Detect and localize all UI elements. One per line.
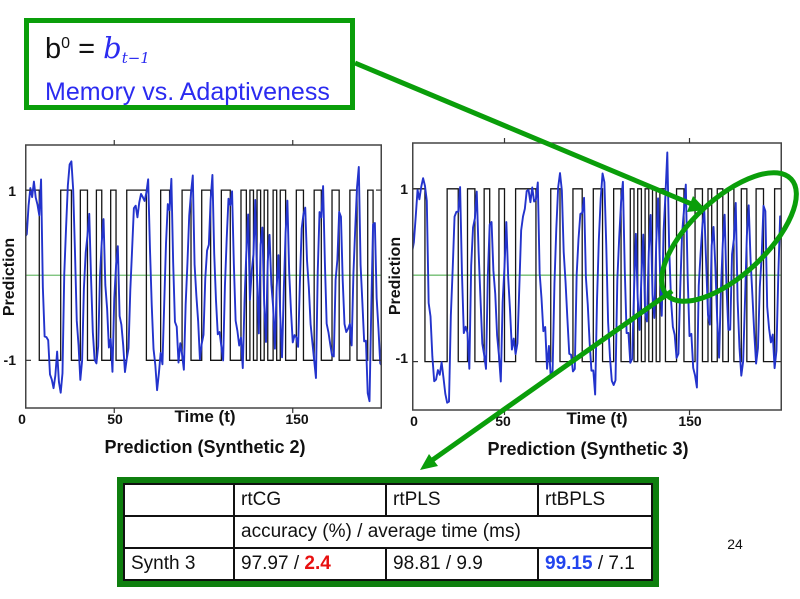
- cell-rtcg-accuracy: 97.97 /: [241, 553, 305, 574]
- formula-b: b: [45, 33, 62, 65]
- synth2-ytick-neg1: -1: [3, 352, 16, 368]
- cell-rtbpls: 99.15 / 7.1: [537, 547, 653, 581]
- cell-rtbpls-time: / 7.1: [592, 553, 635, 574]
- formula-box: b0 = bt−1 Memory vs. Adaptiveness: [24, 18, 355, 110]
- synth2-caption: Prediction (Synthetic 2): [104, 437, 306, 457]
- synth3-xlabel: Time (t): [566, 409, 628, 428]
- synth3-xtick-50: 50: [495, 413, 511, 429]
- synth2-ylabel: Prediction: [1, 237, 18, 317]
- table-header-row: rtCG rtPLS rtBPLS: [123, 483, 653, 517]
- subheader-cell-empty: [123, 515, 235, 549]
- cell-rtcg: 97.97 / 2.4: [233, 547, 387, 581]
- page-number: 24: [727, 536, 743, 552]
- synth3-xtick-150: 150: [678, 413, 702, 429]
- cell-rtbpls-accuracy-highlight: 99.15: [545, 553, 593, 574]
- synth2-xlabel: Time (t): [174, 407, 236, 426]
- cell-rtpls-values: 98.81 / 9.9: [393, 553, 483, 574]
- header-cell-rtbpls: rtBPLS: [537, 483, 653, 517]
- synth3-ylabel: Prediction: [387, 236, 404, 316]
- cell-rtcg-time-highlight: 2.4: [304, 553, 331, 574]
- synth2-ytick-1: 1: [8, 183, 16, 199]
- synth3-ytick-neg1: -1: [395, 350, 408, 366]
- synth2-plot: [25, 140, 382, 413]
- formula-caption: Memory vs. Adaptiveness: [45, 78, 330, 106]
- header-cell-rtcg: rtCG: [233, 483, 387, 517]
- synth3-xtick-0: 0: [410, 413, 418, 429]
- row-label: Synth 3: [123, 547, 235, 581]
- synth2-xtick-150: 150: [285, 411, 309, 427]
- formula-subscript: t−1: [121, 49, 150, 67]
- synth3-plot: [412, 138, 782, 415]
- header-cell-rtpls: rtPLS: [385, 483, 539, 517]
- synth3-caption: Prediction (Synthetic 3): [487, 439, 689, 459]
- header-cell-empty: [123, 483, 235, 517]
- synth2-xtick-50: 50: [107, 411, 123, 427]
- formula-line: b0 = bt−1: [45, 27, 350, 75]
- formula-superscript: 0: [61, 35, 71, 52]
- arrow-ellipse-to-table-head: [420, 454, 438, 470]
- table-data-row: Synth 3 97.97 / 2.4 98.81 / 9.9 99.15 / …: [123, 547, 653, 581]
- cell-rtpls: 98.81 / 9.9: [385, 547, 539, 581]
- synth3-ytick-1: 1: [400, 181, 408, 197]
- formula-var-b: b: [103, 31, 122, 65]
- formula-equals: =: [70, 33, 104, 65]
- subheader-cell: accuracy (%) / average time (ms): [233, 515, 653, 549]
- table-subheader-row: accuracy (%) / average time (ms): [123, 515, 653, 549]
- synth2-xtick-0: 0: [18, 411, 26, 427]
- results-table: rtCG rtPLS rtBPLS accuracy (%) / average…: [117, 477, 659, 587]
